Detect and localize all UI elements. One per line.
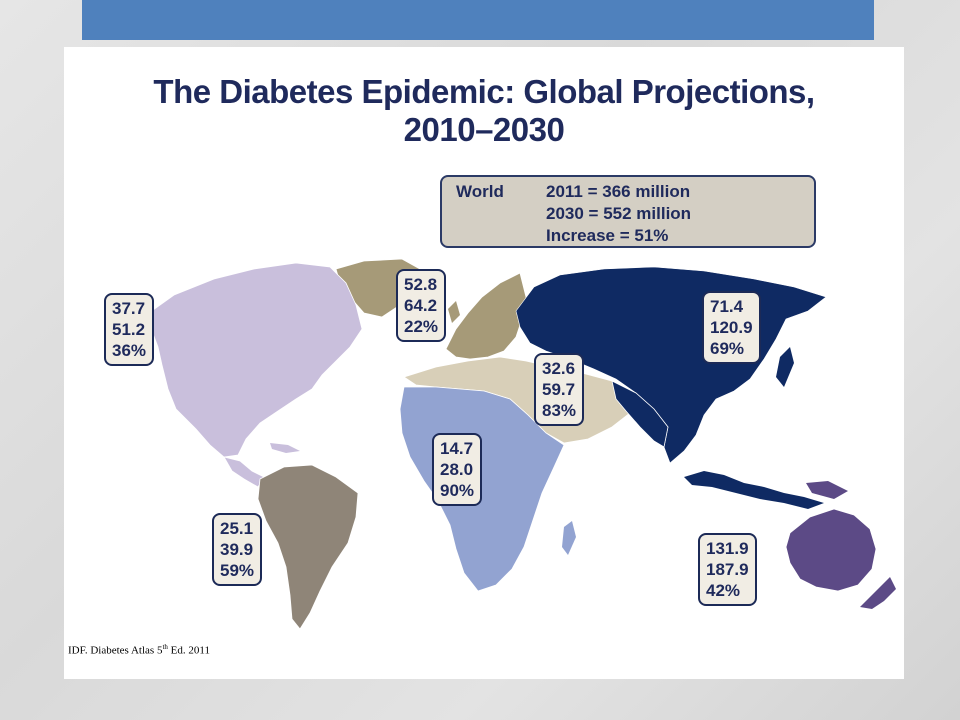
world-increase-line: Increase = 51%: [546, 226, 669, 245]
region-south-america: [257, 464, 359, 630]
source-prefix: IDF. Diabetes Atlas 5: [68, 644, 163, 657]
value-2011: 37.7: [112, 299, 146, 318]
world-2011-line: 2011 = 366 million: [546, 182, 691, 201]
region-label-western-pacific: 71.4 120.9 69%: [702, 291, 761, 364]
region-south-east-asia: [611, 380, 669, 448]
region-se-asia-islands: [684, 471, 824, 509]
increase-percent: 42%: [706, 581, 741, 600]
world-label: World: [456, 182, 504, 201]
region-new-zealand: [860, 577, 896, 609]
page-title: The Diabetes Epidemic: Global Projection…: [64, 73, 904, 149]
value-2011: 25.1: [220, 519, 254, 538]
region-uk: [448, 301, 460, 323]
value-2030: 51.2: [112, 320, 146, 339]
source-suffix: Ed. 2011: [167, 644, 210, 657]
value-2030: 39.9: [220, 540, 254, 559]
title-line-2: 2010–2030: [403, 111, 565, 148]
region-label-europe: 52.8 64.2 22%: [396, 269, 447, 342]
region-label-south-central-america: 25.1 39.9 59%: [212, 513, 263, 586]
region-label-africa: 14.7 28.0 90%: [432, 433, 483, 506]
source-citation: IDF. Diabetes Atlas 5th Ed. 2011: [68, 643, 210, 657]
increase-percent: 59%: [220, 561, 255, 580]
region-north-america: [145, 262, 363, 458]
source-sup: th: [162, 643, 168, 651]
region-caribbean: [270, 443, 300, 453]
value-2030: 120.9: [710, 318, 753, 337]
region-madagascar: [562, 521, 576, 555]
region-central-america: [223, 456, 265, 488]
region-label-south-east-asia: 131.9 187.9 42%: [698, 533, 757, 606]
region-label-north-america: 37.7 51.2 36%: [104, 293, 155, 366]
value-2030: 187.9: [706, 560, 749, 579]
increase-percent: 83%: [542, 401, 577, 420]
value-2030: 28.0: [440, 460, 474, 479]
slide: The Diabetes Epidemic: Global Projection…: [64, 47, 904, 679]
increase-percent: 90%: [440, 481, 475, 500]
increase-percent: 22%: [404, 317, 439, 336]
value-2011: 71.4: [710, 297, 744, 316]
top-accent-bar: [82, 0, 874, 40]
increase-percent: 36%: [112, 341, 147, 360]
world-2030-line: 2030 = 552 million: [546, 204, 692, 223]
region-papua: [806, 481, 848, 499]
value-2011: 52.8: [404, 275, 438, 294]
value-2011: 14.7: [440, 439, 474, 458]
region-label-middle-east-north-africa: 32.6 59.7 83%: [534, 353, 585, 426]
world-summary-box: World 2011 = 366 million 2030 = 552 mill…: [440, 175, 816, 248]
title-line-1: The Diabetes Epidemic: Global Projection…: [153, 73, 815, 110]
value-2011: 32.6: [542, 359, 576, 378]
increase-percent: 69%: [710, 339, 745, 358]
value-2011: 131.9: [706, 539, 749, 558]
region-japan: [776, 347, 794, 387]
region-australia: [785, 508, 877, 592]
value-2030: 59.7: [542, 380, 576, 399]
value-2030: 64.2: [404, 296, 438, 315]
